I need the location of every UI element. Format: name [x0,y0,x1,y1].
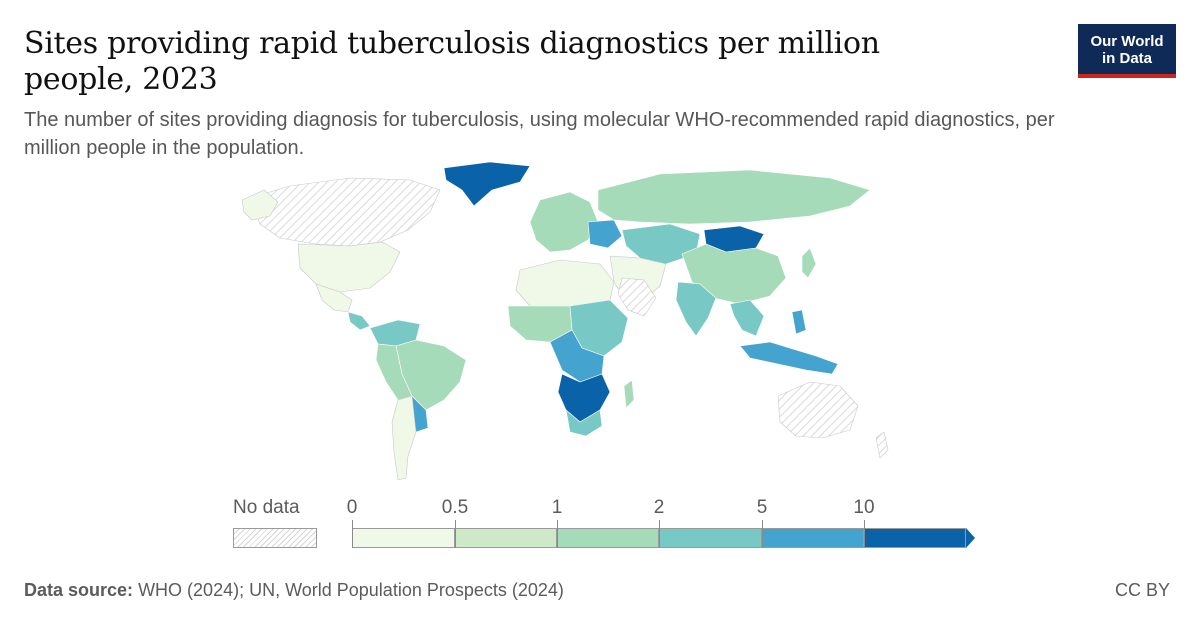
legend-bin [557,528,659,548]
region-japan[interactable] [801,247,817,279]
legend-bin [352,528,455,548]
region-russia[interactable] [597,169,871,225]
legend-tick-line [557,520,558,548]
legend-bin [864,528,966,548]
legend-tick-label: 0 [346,497,358,518]
legend-tick-line [455,520,456,548]
legend-arrow [966,528,975,548]
region-saudi-arabia[interactable] [617,277,657,317]
owid-logo[interactable]: Our World in Data [1078,24,1176,78]
legend-tick-line [659,520,660,548]
data-source-text[interactable]: WHO (2024); UN, World Population Prospec… [138,580,564,600]
chart-subtitle: The number of sites providing diagnosis … [24,109,1055,159]
legend-tick-label: 10 [853,497,875,518]
region-australia[interactable] [777,381,859,439]
region-madagascar[interactable] [623,379,635,409]
data-source: Data source: WHO (2024); UN, World Popul… [24,580,564,601]
legend-bin [659,528,762,548]
region-europe[interactable] [529,191,599,253]
region-alaska[interactable] [241,189,279,221]
data-source-label: Data source: [24,580,134,600]
legend-tick-label: 2 [653,497,665,518]
region-southeast-asia[interactable] [729,299,765,337]
region-south-africa[interactable] [565,409,603,437]
legend-tick-line [864,520,865,548]
region-canada[interactable] [249,177,441,247]
region-eastern-europe[interactable] [587,219,623,249]
region-central-asia[interactable] [621,223,701,265]
legend-bin [455,528,557,548]
legend-no-data-swatch [233,528,317,548]
region-new-zealand[interactable] [875,431,889,459]
logo-line-1: Our World [1090,33,1164,50]
legend-tick-label: 5 [756,497,768,518]
region-north-africa[interactable] [515,259,615,307]
region-india[interactable] [675,281,717,337]
legend-tick-label: 0.5 [441,497,469,518]
region-argentina-chile[interactable] [391,395,417,481]
logo-line-2: in Data [1101,50,1152,67]
legend-tick-label: 1 [551,497,563,518]
region-central-africa[interactable] [549,329,605,383]
legend-bin [762,528,864,548]
region-indonesia[interactable] [739,341,839,375]
region-greenland[interactable] [443,161,531,207]
region-central-america[interactable] [347,311,371,331]
region-philippines[interactable] [791,309,807,335]
region-usa[interactable] [297,241,401,293]
legend-tick-line [352,520,353,548]
region-southern-africa[interactable] [557,373,611,423]
chart-title: Sites providing rapid tuberculosis diagn… [24,26,880,97]
world-map[interactable] [230,160,910,490]
legend-tick-line [762,520,763,548]
license-link[interactable]: CC BY [1114,580,1170,600]
legend-no-data-label: No data [233,497,300,518]
